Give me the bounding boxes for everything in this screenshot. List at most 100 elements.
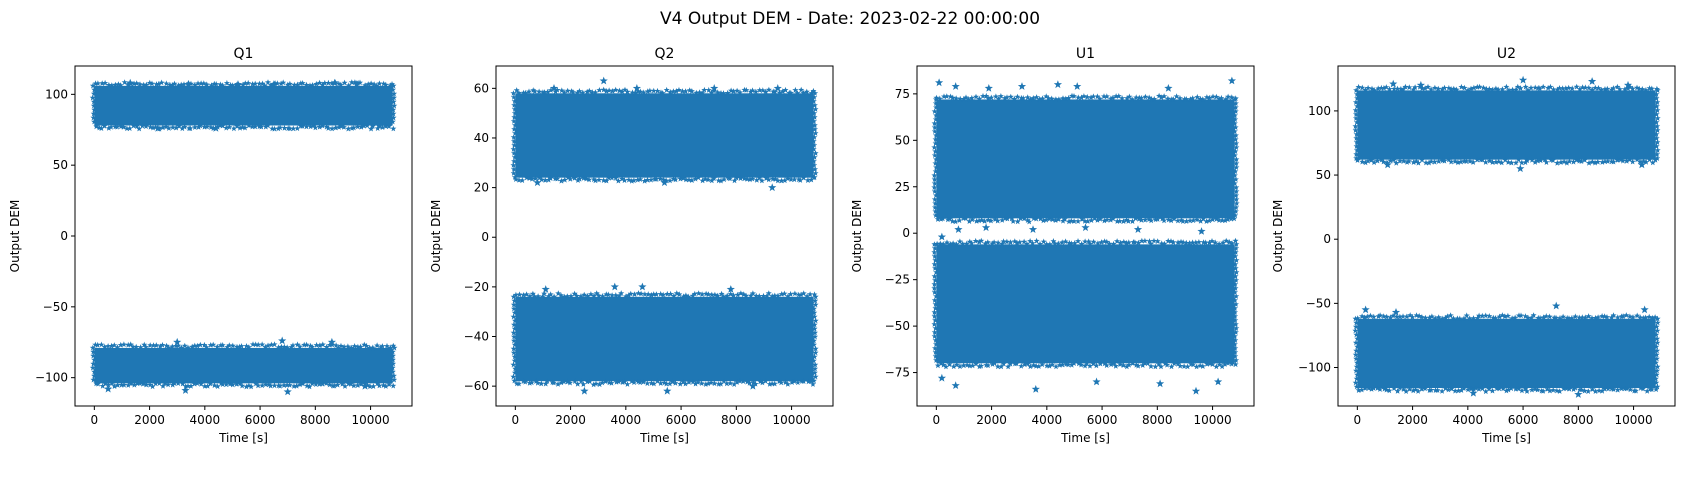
data-point xyxy=(510,301,517,308)
data-point xyxy=(1365,84,1372,91)
data-point xyxy=(1556,315,1563,321)
data-point xyxy=(660,291,667,298)
data-point xyxy=(1231,128,1238,134)
data-point xyxy=(654,87,661,94)
data-point xyxy=(608,380,615,386)
data-point xyxy=(1018,363,1025,369)
data-point xyxy=(1104,216,1111,223)
data-point xyxy=(1003,238,1010,245)
data-point xyxy=(248,383,255,390)
data-point xyxy=(1599,387,1606,394)
data-point xyxy=(1400,86,1407,93)
data-point xyxy=(1159,215,1166,222)
data-point xyxy=(763,175,770,181)
data-point xyxy=(677,175,684,182)
outlier-point xyxy=(1588,77,1597,85)
data-point xyxy=(185,344,192,351)
data-point xyxy=(1352,123,1359,129)
data-band-lower xyxy=(1357,318,1656,389)
data-point xyxy=(204,383,211,389)
data-point xyxy=(991,360,998,366)
data-point xyxy=(1232,301,1239,307)
data-point xyxy=(1653,386,1660,393)
data-point xyxy=(350,382,357,389)
data-point xyxy=(226,342,233,348)
data-point xyxy=(564,293,571,299)
data-point xyxy=(579,89,586,96)
data-point xyxy=(1482,159,1489,165)
data-point xyxy=(1088,217,1095,223)
data-point xyxy=(1138,94,1145,101)
data-point xyxy=(1545,84,1552,91)
data-point xyxy=(1231,297,1238,303)
data-point xyxy=(542,177,549,183)
data-point xyxy=(105,81,112,88)
data-point xyxy=(932,257,939,263)
data-point xyxy=(1233,140,1240,146)
data-point xyxy=(991,239,998,245)
data-point xyxy=(114,123,121,130)
data-point xyxy=(532,175,539,182)
outlier-point xyxy=(1416,80,1425,89)
data-point xyxy=(1071,240,1078,246)
x-tick-label: 2000 xyxy=(134,413,165,427)
data-point xyxy=(224,344,231,350)
data-point xyxy=(749,175,756,182)
data-point xyxy=(1578,386,1585,393)
data-point xyxy=(136,380,143,386)
data-point xyxy=(931,281,938,287)
data-point xyxy=(1184,363,1191,370)
data-point xyxy=(313,80,320,87)
data-point xyxy=(1123,216,1130,223)
data-point xyxy=(245,122,252,129)
data-point xyxy=(1619,157,1626,164)
data-point xyxy=(1524,388,1530,394)
data-point xyxy=(340,124,347,130)
data-point xyxy=(1623,385,1630,392)
data-point xyxy=(1098,239,1105,245)
data-point xyxy=(1391,385,1398,391)
data-point xyxy=(1154,238,1161,244)
data-point xyxy=(1428,158,1435,165)
data-point xyxy=(1152,216,1159,223)
data-point xyxy=(811,126,818,132)
data-point xyxy=(771,88,778,95)
data-point xyxy=(1170,96,1177,102)
data-point xyxy=(534,379,541,386)
data-point xyxy=(1422,385,1429,392)
data-point xyxy=(812,317,819,324)
data-point xyxy=(571,378,578,384)
data-point xyxy=(1453,86,1460,93)
data-point xyxy=(1636,158,1643,165)
data-point xyxy=(236,343,243,350)
data-point xyxy=(561,378,568,385)
data-point xyxy=(201,123,208,130)
data-point xyxy=(309,82,316,88)
data-point xyxy=(784,381,791,387)
data-point xyxy=(724,292,731,299)
outlier-point xyxy=(184,80,193,88)
data-point xyxy=(1189,239,1196,246)
data-point xyxy=(1233,325,1240,331)
data-point xyxy=(1232,136,1239,142)
data-point xyxy=(169,82,176,88)
data-point xyxy=(1543,159,1550,165)
y-tick-label: −100 xyxy=(1298,361,1331,375)
data-point xyxy=(931,188,938,194)
data-point xyxy=(1452,387,1459,394)
y-tick-label: −75 xyxy=(885,366,910,380)
data-point xyxy=(1352,107,1359,113)
data-point xyxy=(1579,314,1586,321)
data-point xyxy=(1138,237,1145,244)
data-point xyxy=(1231,152,1238,158)
data-point xyxy=(1119,95,1126,101)
data-point xyxy=(932,96,939,102)
data-point xyxy=(654,378,661,384)
data-point xyxy=(596,381,603,388)
data-point xyxy=(155,80,162,87)
data-point xyxy=(689,378,696,385)
data-point xyxy=(1222,96,1229,102)
data-point xyxy=(931,172,938,178)
outlier-point xyxy=(982,223,991,232)
data-point xyxy=(379,343,386,349)
